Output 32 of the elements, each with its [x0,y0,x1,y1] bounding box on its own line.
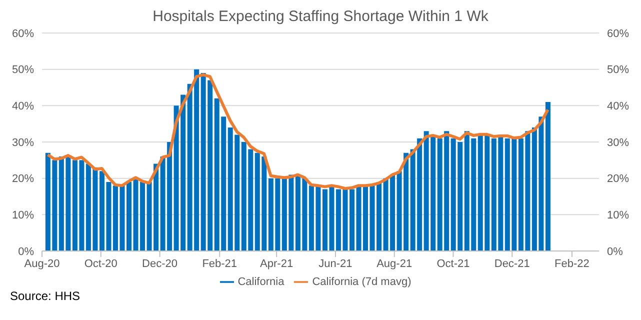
legend-label: California (7d mavg) [312,276,412,288]
x-tick-label: Oct-21 [436,258,470,270]
x-tick-label: Feb-21 [202,258,238,270]
line-series [46,73,550,190]
x-tick-label: Oct-20 [84,258,118,270]
y-tick-label: 60% [12,28,34,40]
y2-tick-label: 20% [607,173,630,186]
x-tick-label: Aug-21 [376,258,412,270]
source-note: Source: HHS [10,289,82,303]
bar [545,102,550,251]
y-tick-label: 50% [12,64,34,76]
y-tick-label: 0% [18,246,34,258]
legend-label: California [238,276,284,288]
y2-tick-label: 0% [607,246,624,258]
bar [126,182,132,251]
x-tick-label: Dec-20 [142,258,178,270]
x-tick-label: Feb-22 [554,258,590,270]
y2-tick-label: 10% [607,210,630,222]
x-tick-label: Aug-20 [24,258,60,270]
y-tick-label: 30% [12,136,34,149]
x-tick-label: Dec-21 [494,258,530,270]
y2-tick-label: 50% [607,64,630,76]
x-tick-label: Apr-21 [260,258,294,270]
y-tick-label: 20% [12,173,34,186]
bar [349,189,354,251]
x-tick-label: Jun-21 [318,258,352,270]
y2-tick-label: 40% [607,100,630,113]
y2-tick-label: 30% [607,136,630,149]
chart-title: Hospitals Expecting Staffing Shortage Within 1 Wk [152,8,490,25]
y-tick-label: 10% [12,210,34,222]
y2-tick-label: 60% [607,28,630,40]
y-tick-label: 40% [12,100,34,113]
